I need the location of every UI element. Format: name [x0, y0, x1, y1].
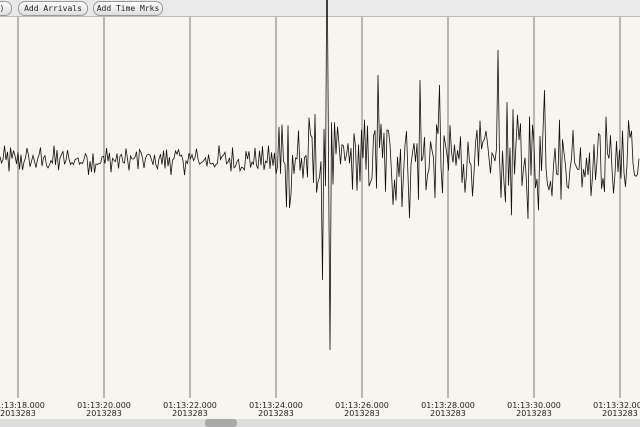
- day-label: 2013283: [258, 409, 294, 418]
- add-time-marks-button[interactable]: Add Time Mrks: [93, 1, 163, 16]
- day-label: 2013283: [86, 409, 122, 418]
- time-label: 01:13:28.000: [421, 401, 475, 410]
- time-label: 01:13:22.000: [163, 401, 217, 410]
- add-arrivals-button[interactable]: Add Arrivals: [18, 1, 88, 16]
- time-label: 01:13:32.000: [593, 401, 640, 410]
- day-label: 2013283: [430, 409, 466, 418]
- time-label: 01:13:18.000: [0, 401, 45, 410]
- scrollbar[interactable]: [0, 419, 640, 427]
- day-label: 2013283: [602, 409, 638, 418]
- time-label: 01:13:24.000: [249, 401, 303, 410]
- time-label: 01:13:20.000: [77, 401, 131, 410]
- day-label: 2013283: [0, 409, 36, 418]
- waveform-trace: [0, 0, 640, 351]
- toolbar-button[interactable]: ⟩: [0, 1, 12, 16]
- time-label: 01:13:30.000: [507, 401, 561, 410]
- toolbar: ⟩ Add Arrivals Add Time Mrks: [0, 0, 640, 17]
- scrollbar-thumb[interactable]: [205, 419, 237, 427]
- day-label: 2013283: [344, 409, 380, 418]
- time-label: 01:13:26.000: [335, 401, 389, 410]
- day-label: 2013283: [516, 409, 552, 418]
- day-label: 2013283: [172, 409, 208, 418]
